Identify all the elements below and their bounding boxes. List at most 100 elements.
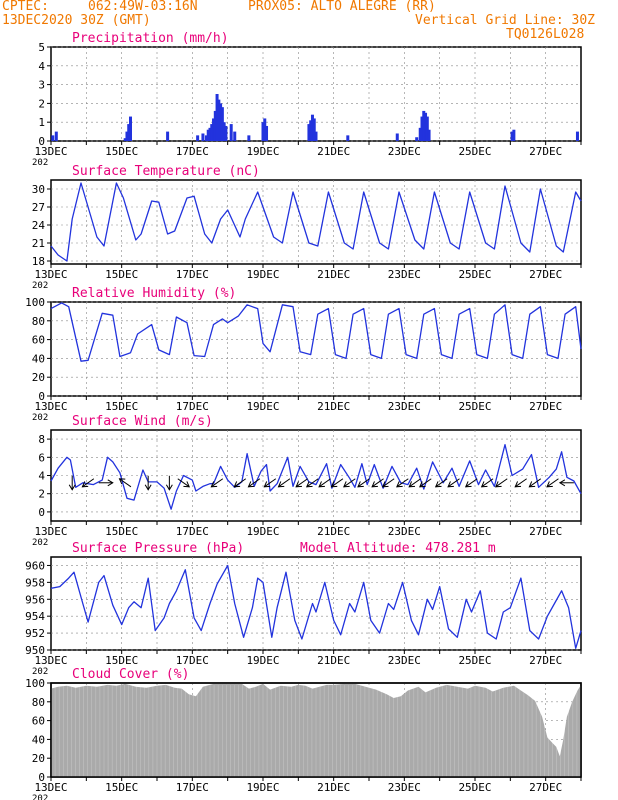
- precip-xtick-label: 13DEC: [34, 145, 67, 158]
- temp-panel: 18 21 24 27 30 13DEC 15DEC 17DEC 19DEC 21DEC 23DEC…: [32, 164, 582, 291]
- wind-arrow-head: [295, 481, 302, 488]
- precip-bar: [427, 129, 431, 141]
- temp-xtick-label: 19DEC: [246, 268, 279, 281]
- wind-ytick-label: 4: [38, 470, 45, 483]
- precip-xtick-label: 21DEC: [317, 145, 350, 158]
- pres-xtick-label: 27DEC: [529, 654, 562, 667]
- wind-year-fragment: 202: [32, 538, 48, 548]
- wind-arrow: [514, 478, 527, 488]
- wind-arrow-shaft: [295, 478, 308, 488]
- wind-arrow-shaft: [177, 478, 190, 488]
- rh-xtick-label: 27DEC: [529, 400, 562, 413]
- rh-xtick-label: 19DEC: [246, 400, 279, 413]
- wind-arrow: [558, 479, 574, 487]
- precip-bar: [346, 135, 350, 141]
- pres-ytick-label: 958: [25, 576, 45, 589]
- temp-xtick-label: 25DEC: [458, 268, 491, 281]
- precip-bar: [215, 94, 219, 141]
- precip-bar: [129, 116, 132, 141]
- precip-bar: [422, 110, 426, 141]
- precip-bar: [224, 125, 228, 141]
- wind-arrow-head: [68, 484, 76, 491]
- wind-arrow-head: [165, 484, 173, 491]
- precip-xtick-label: 23DEC: [388, 145, 421, 158]
- precip-bar: [309, 120, 313, 141]
- temp-ytick-label: 27: [32, 201, 45, 214]
- pres-ytick-label: 960: [25, 559, 45, 572]
- wind-arrow-head: [381, 481, 389, 488]
- precip-bar: [415, 137, 419, 141]
- pres-ytick-label: 956: [25, 593, 45, 606]
- wind-arrow: [305, 478, 319, 488]
- precip-xtick-label: 25DEC: [458, 145, 491, 158]
- wind-arrow-shaft: [278, 478, 291, 488]
- wind-arrow-shaft: [546, 478, 559, 488]
- precip-bar: [210, 124, 214, 141]
- temp-series-line: [50, 182, 582, 262]
- precip-bar: [217, 99, 221, 141]
- precip-ytick-label: 2: [38, 97, 45, 110]
- precip-panel: 0 1 2 3 4 5 13DEC 15DEC 17DEC 19DEC 21DEC 23DEC 25DE…: [32, 31, 582, 168]
- wind-arrow: [177, 478, 191, 488]
- wind-arrow: [464, 478, 478, 488]
- wind-arrow: [118, 478, 132, 488]
- precip-bar: [418, 127, 422, 141]
- precip-ytick-label: 0: [38, 135, 45, 148]
- wind-arrow-head: [343, 481, 350, 488]
- wind-arrow: [546, 478, 559, 488]
- wind-arrow-shaft: [211, 478, 224, 488]
- rh-series-line: [50, 302, 582, 362]
- header-source: CPTEC:: [2, 0, 49, 14]
- wind-arrow: [419, 478, 432, 488]
- cloud-ytick-label: 20: [32, 752, 45, 765]
- precip-bar: [314, 131, 318, 141]
- precip-bar: [307, 124, 311, 141]
- temp-xtick-label: 13DEC: [34, 268, 67, 281]
- header-date: 13DEC2020 30Z (GMT): [2, 13, 151, 28]
- precip-bar: [233, 131, 237, 141]
- precip-bar: [204, 135, 208, 141]
- rh-title: Relative Humidity (%): [72, 286, 236, 301]
- rh-xtick-label: 15DEC: [105, 400, 138, 413]
- wind-arrow-head: [514, 481, 522, 488]
- wind-arrow: [165, 475, 173, 491]
- wind-arrow-shaft: [447, 478, 460, 488]
- pres-xtick-label: 19DEC: [246, 654, 279, 667]
- header-station: PROX05: ALTO ALEGRE (RR): [248, 0, 436, 14]
- wind-arrow-head: [233, 481, 241, 488]
- precip-bar: [261, 122, 265, 141]
- wind-arrow: [277, 478, 291, 488]
- precip-bar: [166, 131, 170, 141]
- temp-year-fragment: 202: [32, 281, 48, 291]
- header-grid-note: Vertical Grid Line: 30Z: [415, 13, 596, 28]
- cloud-xtick-label: 15DEC: [105, 781, 138, 794]
- wind-arrow: [318, 478, 331, 488]
- wind-arrow-shaft: [318, 478, 331, 488]
- wind-arrow-head: [330, 481, 338, 488]
- wind-arrow: [408, 478, 421, 488]
- precip-bar: [424, 112, 428, 141]
- pres-ytick-label: 952: [25, 627, 45, 640]
- wind-arrow-head: [558, 479, 566, 487]
- precip-xtick-label: 15DEC: [105, 145, 138, 158]
- wind-arrow: [343, 478, 356, 488]
- wind-arrow-shaft: [495, 478, 508, 488]
- wind-arrow: [357, 478, 370, 488]
- precip-bar: [222, 122, 226, 141]
- cloud-xtick-label: 23DEC: [388, 781, 421, 794]
- wind-arrow: [98, 479, 114, 487]
- rh-xtick-label: 13DEC: [34, 400, 67, 413]
- precip-bar: [229, 124, 233, 141]
- wind-arrow-shaft: [396, 478, 409, 488]
- wind-xtick-label: 25DEC: [458, 525, 491, 538]
- temp-xtick-label: 21DEC: [317, 268, 350, 281]
- wind-arrow: [144, 475, 152, 491]
- pres-ytick-label: 950: [25, 644, 45, 657]
- wind-xtick-label: 17DEC: [176, 525, 209, 538]
- cloud-xtick-label: 25DEC: [458, 781, 491, 794]
- wind-arrow-head: [434, 481, 442, 488]
- wind-arrow: [247, 478, 261, 488]
- cloud-ytick-label: 100: [25, 677, 45, 690]
- wind-arrow: [396, 478, 409, 488]
